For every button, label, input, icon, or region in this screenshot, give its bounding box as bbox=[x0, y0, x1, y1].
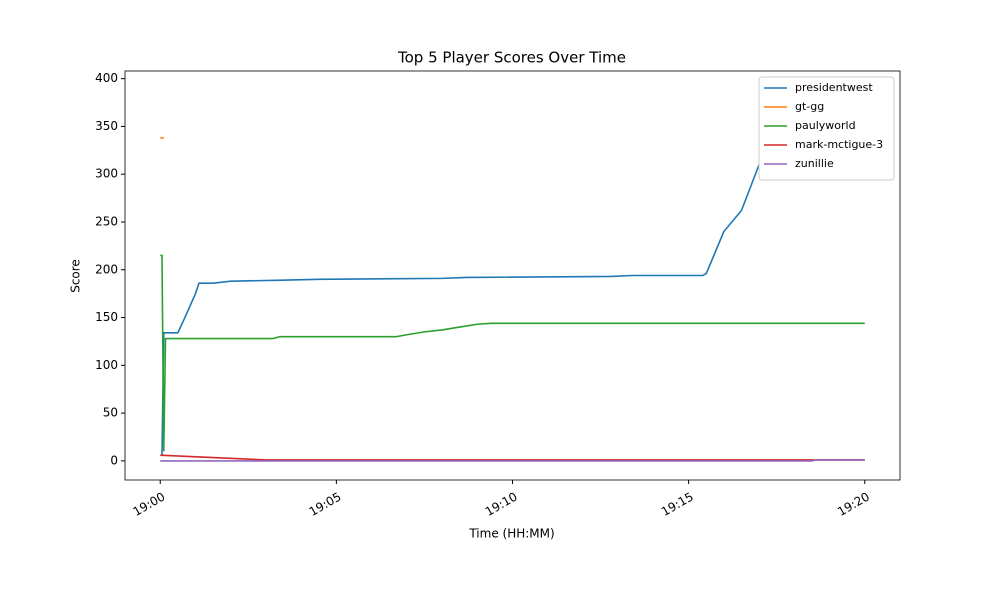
legend-box bbox=[758, 76, 895, 181]
legend-label: mark-mctigue-3 bbox=[795, 138, 883, 151]
y-tick-label: 50 bbox=[103, 406, 118, 420]
y-tick-label: 400 bbox=[95, 71, 118, 85]
y-tick-label: 300 bbox=[95, 167, 118, 181]
chart-title: Top 5 Player Scores Over Time bbox=[397, 49, 626, 67]
y-tick-label: 200 bbox=[95, 262, 118, 276]
legend-label: paulyworld bbox=[795, 119, 856, 132]
x-tick-label: 19:15 bbox=[659, 490, 696, 519]
y-axis-label: Score bbox=[69, 259, 83, 293]
series-line bbox=[161, 87, 796, 457]
plot-frame bbox=[124, 70, 901, 481]
x-axis-label: Time (HH:MM) bbox=[468, 527, 554, 541]
x-tick-label: 19:00 bbox=[131, 490, 168, 519]
legend-label: gt-gg bbox=[795, 100, 824, 113]
y-tick-label: 150 bbox=[95, 310, 118, 324]
legend-label: presidentwest bbox=[795, 81, 873, 94]
y-tick-label: 100 bbox=[95, 358, 118, 372]
series-line bbox=[160, 454, 865, 461]
legend-label: zunillie bbox=[795, 157, 834, 170]
x-tick-label: 19:05 bbox=[307, 490, 344, 519]
y-tick-label: 250 bbox=[95, 214, 118, 228]
y-tick-label: 350 bbox=[95, 119, 118, 133]
series-line bbox=[160, 254, 865, 452]
x-tick-label: 19:20 bbox=[835, 490, 872, 519]
series-line bbox=[160, 459, 865, 462]
x-tick-label: 19:10 bbox=[483, 490, 520, 519]
y-tick-label: 0 bbox=[110, 453, 118, 467]
